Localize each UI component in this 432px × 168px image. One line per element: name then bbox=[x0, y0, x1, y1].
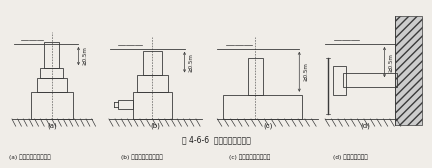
Bar bbox=[143, 51, 162, 75]
Text: (c): (c) bbox=[263, 122, 273, 129]
Text: ≥0.5m: ≥0.5m bbox=[189, 53, 194, 72]
Text: (d) 吸水管口设挡板: (d) 吸水管口设挡板 bbox=[333, 155, 367, 160]
Text: (b) 下出口立式潜水泵；: (b) 下出口立式潜水泵； bbox=[121, 155, 163, 160]
Bar bbox=[137, 75, 168, 92]
Bar bbox=[223, 95, 302, 119]
Bar bbox=[41, 68, 63, 78]
Bar bbox=[395, 16, 422, 125]
Text: (d): (d) bbox=[360, 122, 370, 129]
Text: ≥0.5m: ≥0.5m bbox=[304, 62, 309, 81]
Text: (a) 上吸口立式潜水泵；: (a) 上吸口立式潜水泵； bbox=[9, 155, 50, 160]
Bar bbox=[333, 66, 346, 95]
Bar bbox=[133, 92, 172, 119]
Text: ≥0.5m: ≥0.5m bbox=[82, 47, 87, 66]
Bar bbox=[248, 58, 264, 95]
Text: (b): (b) bbox=[151, 122, 160, 129]
Text: 图 4-6-6  吸水口的安装要求: 图 4-6-6 吸水口的安装要求 bbox=[181, 135, 251, 144]
Bar bbox=[37, 78, 67, 92]
Text: (c) 卧式潜水泵设挡板；: (c) 卧式潜水泵设挡板； bbox=[229, 155, 270, 160]
Text: ≥0.5m: ≥0.5m bbox=[389, 53, 394, 72]
Text: (a): (a) bbox=[47, 122, 57, 129]
Bar bbox=[118, 100, 133, 109]
Bar bbox=[343, 73, 397, 88]
Bar bbox=[44, 41, 60, 68]
Bar bbox=[31, 92, 73, 119]
